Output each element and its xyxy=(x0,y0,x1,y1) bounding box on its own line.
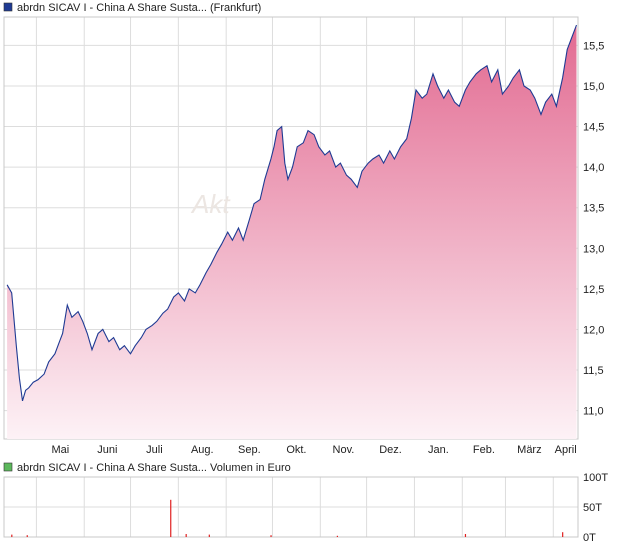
price-x-tick-label: Juli xyxy=(146,444,163,456)
price-y-tick-label: 12,5 xyxy=(583,284,604,296)
price-x-tick-label: Jan. xyxy=(428,444,449,456)
price-line xyxy=(6,24,578,402)
volume-legend-swatch xyxy=(3,462,13,472)
price-x-tick-label: Juni xyxy=(97,444,117,456)
volume-plot-frame xyxy=(3,476,579,538)
volume-bar xyxy=(170,499,172,537)
volume-y-tick-label: 100T xyxy=(583,472,608,484)
price-x-tick-label: Okt. xyxy=(286,444,306,456)
price-y-tick-label: 15,0 xyxy=(583,81,604,93)
volume-grid xyxy=(4,476,578,538)
volume-y-tick-label: 50T xyxy=(583,502,602,514)
price-x-axis: Mai Juni Juli Aug. Sep. Okt. Nov. Dez. Jan. Feb. M… xyxy=(51,444,576,456)
volume-bar xyxy=(562,532,564,537)
volume-legend-label: abrdn SICAV I - China A Share Susta... V… xyxy=(17,462,291,474)
price-x-tick-label: Sep. xyxy=(238,444,261,456)
price-x-tick-label: Nov. xyxy=(333,444,355,456)
price-y-tick-label: 14,5 xyxy=(583,122,604,134)
price-y-tick-label: 15,5 xyxy=(583,40,604,52)
price-x-tick-label: März xyxy=(517,444,541,456)
price-area xyxy=(7,25,577,439)
volume-bar xyxy=(336,535,338,537)
price-y-tick-label: 12,0 xyxy=(583,324,604,336)
volume-y-axis: 0T 50T 100T xyxy=(583,472,608,544)
price-y-tick-label: 13,0 xyxy=(583,243,604,255)
price-x-tick-label: Aug. xyxy=(191,444,214,456)
volume-bar xyxy=(464,534,467,537)
price-y-tick-label: 14,0 xyxy=(583,162,604,174)
price-y-tick-label: 11,0 xyxy=(583,406,604,418)
price-x-tick-label: April xyxy=(555,444,577,456)
price-x-tick-label: Mai xyxy=(51,444,69,456)
volume-bars xyxy=(11,499,564,537)
price-legend-label: abrdn SICAV I - China A Share Susta... (… xyxy=(17,2,261,14)
price-x-tick-label: Feb. xyxy=(473,444,495,456)
volume-bar xyxy=(270,535,272,537)
volume-bar xyxy=(26,535,28,537)
volume-bar xyxy=(11,534,13,537)
price-y-tick-label: 11,5 xyxy=(583,365,604,377)
volume-bar xyxy=(208,534,210,537)
price-legend-swatch xyxy=(3,2,13,12)
price-y-axis: 11,0 11,5 12,0 12,5 13,0 13,5 14,0 14,5 15,0 15,5 xyxy=(583,40,604,417)
price-x-tick-label: Dez. xyxy=(379,444,402,456)
volume-y-tick-label: 0T xyxy=(583,532,596,544)
price-y-tick-label: 13,5 xyxy=(583,203,604,215)
watermark-text: Akt xyxy=(190,189,231,219)
volume-bar xyxy=(185,534,187,537)
